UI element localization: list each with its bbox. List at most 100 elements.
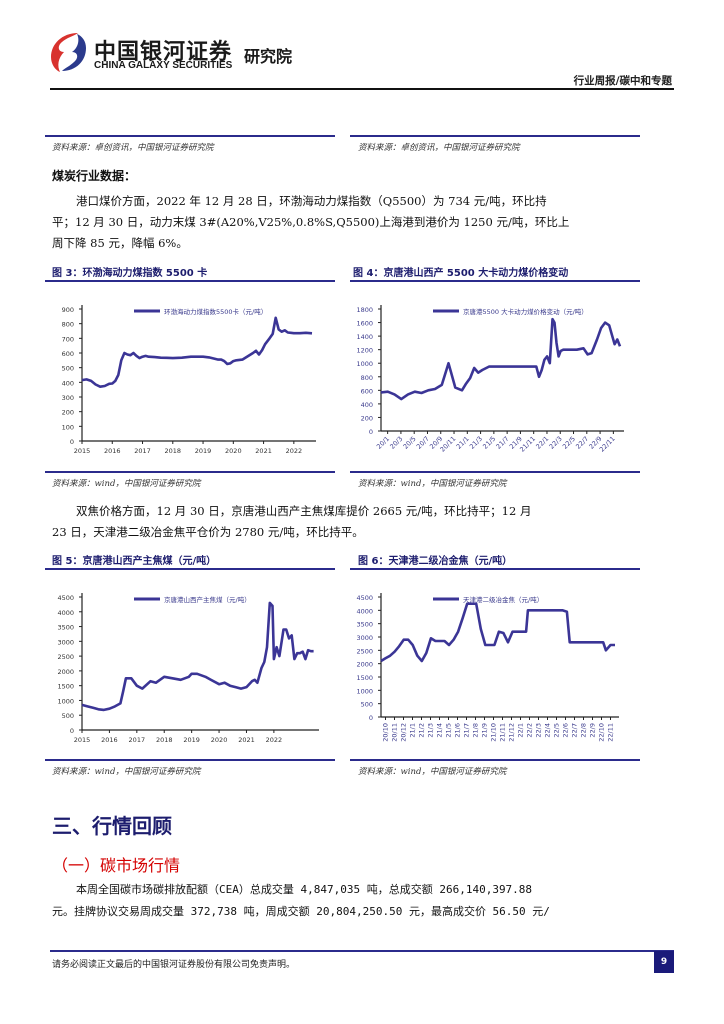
source-note: 资料来源：wind，中国银河证券研究院 [358,479,507,489]
source-note: 资料来源：卓创资讯，中国银河证券研究院 [52,143,214,153]
report-type: 行业周报/碳中和专题 [573,75,672,87]
para-line: 双焦价格方面，12 月 30 日，京唐港山西产主焦煤库提价 2665 元/吨，环… [76,504,532,518]
y-tick-label: 500 [62,365,74,373]
para-line: 平；12 月 30 日，动力末煤 3#(A20%,V25%,0.8%S,Q550… [52,215,570,229]
y-tick-label: 1600 [356,320,373,328]
x-tick-label: 22/9 [589,723,597,738]
y-tick-label: 500 [361,701,373,709]
x-tick-label: 20/11 [391,723,399,742]
y-tick-label: 200 [361,414,373,422]
x-tick-label: 21/2 [418,723,426,738]
x-tick-label: 20/12 [400,723,408,742]
chart-fig6: 0 500 1000 1500 2000 2500 3000 3500 4000 4500 20/1… [356,593,619,742]
x-tick-label: 2022 [266,736,283,744]
x-tick-label: 22/11 [607,723,615,742]
figure-title: 图 6：天津港二级冶金焦（元/吨） [358,556,513,567]
y-tick-label: 4500 [57,594,74,602]
chart-fig3: 0 100 200 300 400 500 600 700 800 900 2015 2016 2017… [62,305,316,455]
subsection-title: （一）碳市场行情 [52,856,181,875]
x-tick-label: 2022 [286,447,303,455]
y-tick-label: 800 [62,321,74,329]
y-tick-label: 500 [62,712,74,720]
x-tick-label: 21/5 [445,723,453,738]
x-tick-label: 2015 [74,447,91,455]
x-tick-label: 21/4 [436,723,444,738]
y-tick-label: 100 [62,423,74,431]
y-tick-label: 1000 [57,697,74,705]
divider [45,568,335,570]
divider [350,568,640,570]
divider [350,471,640,473]
divider [45,759,335,761]
x-tick-label: 21/9 [481,723,489,738]
x-tick-label: 22/4 [544,723,552,738]
x-tick-label: 2020 [211,736,228,744]
para-line: 港口煤价方面，2022 年 12 月 28 日，环渤海动力煤指数（Q5500）为… [76,194,547,208]
header-divider [50,88,674,90]
y-tick-label: 2500 [356,647,373,655]
x-tick-label: 2020 [225,447,242,455]
y-tick-label: 1400 [356,333,373,341]
x-tick-label: 21/7 [463,723,471,738]
x-tick-label: 21/5 [481,435,497,451]
x-tick-label: 22/5 [553,723,561,738]
x-tick-label: 21/10 [490,723,498,742]
y-tick-label: 1000 [356,687,373,695]
chart-fig4: 02004006008001000120014001600180020/120/… [356,305,624,454]
x-tick-label: 2019 [183,736,200,744]
x-tick-label: 22/7 [571,723,579,738]
divider [45,135,335,137]
x-tick-label: 22/5 [561,435,577,451]
legend-label: 天津港二级冶金焦（元/吨） [463,595,543,604]
figure-title: 图 5：京唐港山西产主焦煤（元/吨） [52,556,217,567]
divider [350,759,640,761]
y-tick-label: 4000 [57,609,74,617]
y-tick-label: 1200 [356,347,373,355]
divider [350,280,640,282]
legend-label: 环渤海动力煤指数5500卡（元/吨） [164,307,267,316]
x-tick-label: 2016 [104,447,121,455]
paragraph: 双焦价格方面，12 月 30 日，京唐港山西产主焦煤库提价 2665 元/吨，环… [52,501,652,543]
y-tick-label: 800 [361,374,373,382]
x-tick-label: 2018 [156,736,173,744]
x-tick-label: 2021 [238,736,255,744]
y-tick-label: 1500 [57,683,74,691]
y-tick-label: 200 [62,409,74,417]
y-tick-label: 2000 [356,661,373,669]
x-tick-label: 20/10 [382,723,390,742]
series-line [380,317,622,401]
y-tick-label: 0 [70,727,74,735]
x-tick-label: 22/7 [574,435,590,451]
y-tick-label: 400 [62,379,74,387]
legend-label: 京唐港5500 大卡动力煤价格变动（元/吨） [463,307,588,316]
figure-title: 图 4：京唐港山西产 5500 大卡动力煤价格变动 [353,268,569,279]
x-tick-label: 22/8 [580,723,588,738]
y-tick-label: 0 [369,714,373,722]
paragraph: 本周全国碳市场碳排放配额（CEA）总成交量 4,847,035 吨，总成交额 2… [52,879,672,923]
x-tick-label: 22/3 [535,723,543,738]
x-tick-label: 2016 [101,736,118,744]
source-note: 资料来源：wind，中国银河证券研究院 [52,479,201,489]
x-tick-label: 2017 [134,447,151,455]
x-tick-label: 2019 [195,447,212,455]
section-title: 三、行情回顾 [52,814,172,838]
figure-title: 图 3：环渤海动力煤指数 5500 卡 [52,268,208,279]
page-number: 9 [654,951,674,973]
chart-fig5: 0 500 1000 1500 2000 2500 3000 3500 4000 4500 2015… [57,593,319,744]
series-line [81,601,314,712]
y-tick-label: 700 [62,335,74,343]
y-tick-label: 400 [361,401,373,409]
x-tick-label: 20/5 [402,435,418,451]
galaxy-logo-icon [51,33,86,72]
disclaimer: 请务必阅读正文最后的中国银河证券股份有限公司免责声明。 [52,960,296,970]
source-note: 资料来源：wind，中国银河证券研究院 [52,767,201,777]
logo [48,30,88,74]
y-tick-label: 1500 [356,674,373,682]
y-tick-label: 3000 [57,638,74,646]
y-tick-label: 1000 [356,360,373,368]
series-line [380,602,615,663]
logo-institute-text: 研究院 [244,47,293,66]
y-tick-label: 2000 [57,668,74,676]
logo-en-text: CHINA GALAXY SECURITIES [94,60,233,71]
divider [350,135,640,137]
